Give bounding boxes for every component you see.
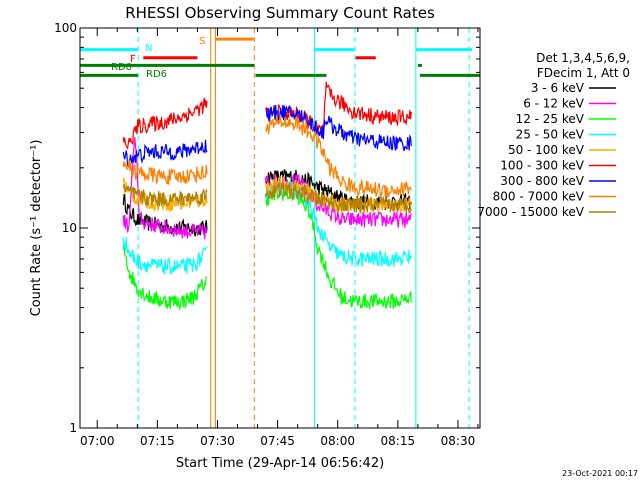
plot-frame (79, 27, 481, 429)
series-7-segment-0 (122, 159, 208, 185)
x-axis-label: Start Time (29-Apr-14 06:56:42) (176, 456, 384, 471)
legend-label-1: 6 - 12 keV (523, 97, 585, 111)
x-tick-label-0: 07:00 (80, 434, 115, 448)
legend-header-line-1: Det 1,3,4,5,6,9, (536, 51, 630, 65)
series-5-segment-0 (122, 97, 208, 150)
series-3-segment-0 (122, 236, 208, 275)
x-tick-label-6: 08:30 (441, 434, 476, 448)
legend-header-line-2: FDecim 1, Att 0 (537, 66, 630, 80)
series-2-segment-0 (122, 243, 208, 311)
data-layer: NF S RD0 RD6 (79, 28, 480, 428)
legend-label-4: 50 - 100 keV (508, 143, 585, 157)
axis-ticks: 1 10 100 07:00 07:15 07:30 07:45 08:00 08:15 08:3… (54, 21, 480, 448)
y-axis-label: Count Rate (s⁻¹ detector⁻¹) (29, 140, 44, 317)
flag-label-3: RD0 (111, 62, 132, 73)
series-7-segment-1 (265, 113, 412, 198)
flag-label-0: N (145, 43, 152, 54)
chart-title: RHESSI Observing Summary Count Rates (125, 4, 435, 22)
legend-label-8: 7000 - 15000 keV (477, 205, 584, 219)
legend: Det 1,3,4,5,6,9, FDecim 1, Att 0 3 - 6 k… (477, 51, 630, 219)
series-8-segment-0 (122, 184, 208, 207)
y-tick-label-0: 1 (69, 421, 77, 435)
series-6-segment-1 (265, 104, 412, 152)
legend-label-0: 3 - 6 keV (531, 81, 585, 95)
flag-label-2: S (199, 36, 205, 47)
series-0-segment-0 (122, 193, 208, 237)
y-tick-label-2: 100 (54, 21, 77, 35)
flag-label-4: RD6 (146, 69, 167, 80)
flag-label-1: F (130, 54, 136, 65)
series-3-segment-1 (265, 179, 412, 267)
x-tick-label-3: 07:45 (260, 434, 295, 448)
legend-label-5: 100 - 300 keV (500, 159, 584, 173)
x-tick-label-5: 08:15 (381, 434, 416, 448)
series-6-segment-0 (122, 139, 208, 168)
x-tick-label-2: 07:30 (200, 434, 235, 448)
x-tick-label-4: 08:00 (320, 434, 355, 448)
series-8-segment-1 (265, 181, 412, 214)
legend-label-6: 300 - 800 keV (500, 174, 584, 188)
footer-date: 23-Oct-2021 00:17 (562, 469, 638, 478)
legend-label-3: 25 - 50 keV (516, 128, 585, 142)
y-tick-label-1: 10 (62, 221, 77, 235)
legend-label-7: 800 - 7000 keV (493, 190, 585, 204)
x-tick-label-1: 07:15 (140, 434, 175, 448)
legend-label-2: 12 - 25 keV (516, 112, 585, 126)
